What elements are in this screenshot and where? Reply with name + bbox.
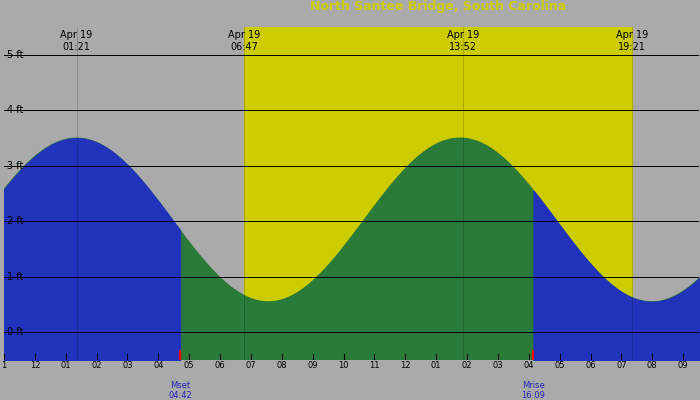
Text: 06: 06 (215, 361, 225, 370)
Text: 07: 07 (616, 361, 626, 370)
Text: Mset
04:42: Mset 04:42 (168, 381, 192, 400)
Text: 07: 07 (246, 361, 256, 370)
Text: 03: 03 (122, 361, 133, 370)
Text: 01: 01 (431, 361, 442, 370)
Text: 10: 10 (338, 361, 349, 370)
Text: Apr 19
01:21: Apr 19 01:21 (60, 30, 92, 52)
Text: 2 ft: 2 ft (7, 216, 24, 226)
Text: Apr 19
19:21: Apr 19 19:21 (616, 30, 648, 52)
Text: 05: 05 (184, 361, 195, 370)
Text: 0 ft: 0 ft (7, 328, 24, 338)
Text: 12: 12 (400, 361, 411, 370)
Text: 5 ft: 5 ft (7, 50, 24, 60)
Text: 08: 08 (276, 361, 287, 370)
Text: Apr 19
13:52: Apr 19 13:52 (447, 30, 480, 52)
Text: 11: 11 (369, 361, 379, 370)
Text: Apr 19
06:47: Apr 19 06:47 (228, 30, 260, 52)
Text: 09: 09 (678, 361, 688, 370)
Text: 12: 12 (29, 361, 40, 370)
Bar (244, 27, 632, 360)
Text: 3 ft: 3 ft (7, 161, 24, 171)
Text: 06: 06 (585, 361, 596, 370)
Text: 08: 08 (647, 361, 657, 370)
Text: 02: 02 (92, 361, 102, 370)
Text: 1: 1 (1, 361, 6, 370)
Text: Mrise
16:09: Mrise 16:09 (522, 381, 545, 400)
Text: 04: 04 (153, 361, 164, 370)
Text: 09: 09 (307, 361, 318, 370)
Text: 01: 01 (60, 361, 71, 370)
Text: North Santee Bridge, South Carolina: North Santee Bridge, South Carolina (310, 0, 566, 13)
Text: 05: 05 (554, 361, 565, 370)
Text: 04: 04 (524, 361, 534, 370)
Text: 1 ft: 1 ft (7, 272, 24, 282)
Text: 4 ft: 4 ft (7, 106, 24, 116)
Text: 02: 02 (462, 361, 472, 370)
Text: 03: 03 (493, 361, 503, 370)
